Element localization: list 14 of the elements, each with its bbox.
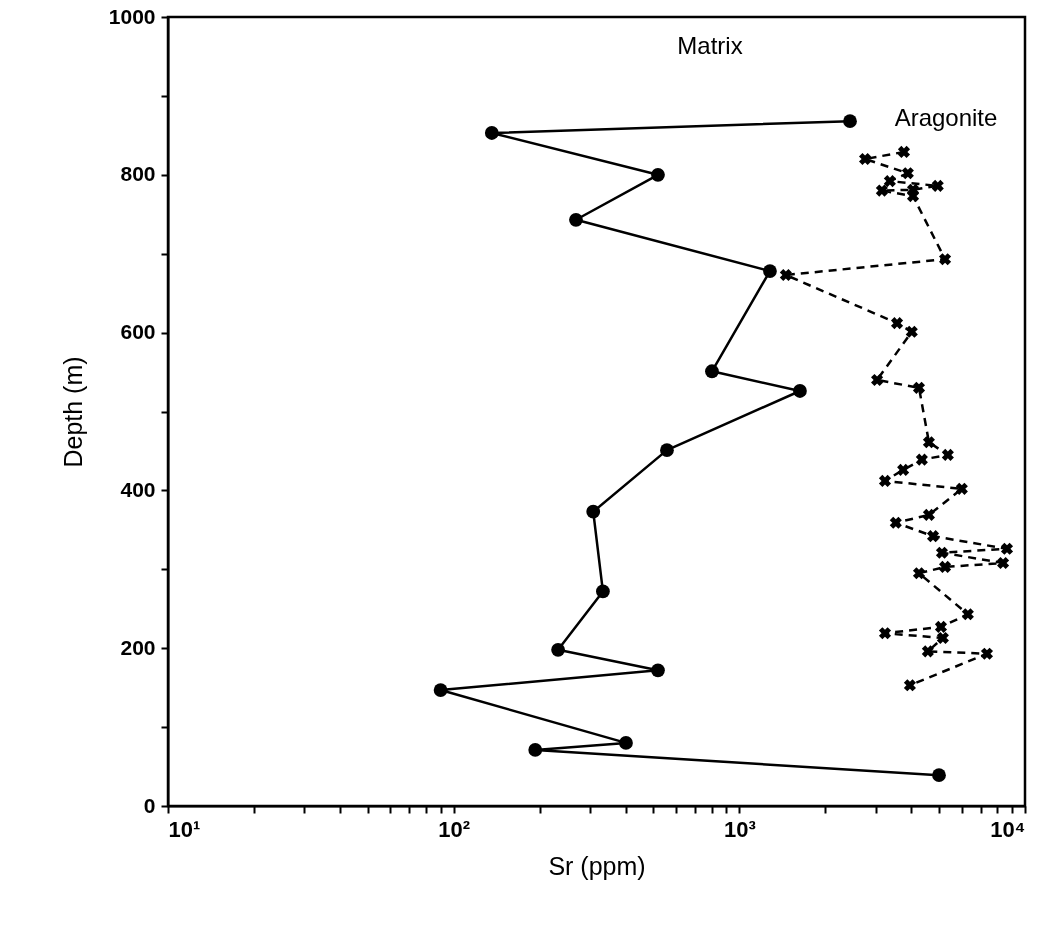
y-axis-title: Depth (m) bbox=[58, 356, 87, 468]
y-tick-label: 0 bbox=[143, 793, 156, 817]
x-tick-label: 10² bbox=[438, 816, 471, 842]
x-tick-label: 10³ bbox=[723, 816, 756, 842]
x-axis-title: Sr (ppm) bbox=[548, 851, 646, 880]
y-tick-label: 600 bbox=[120, 320, 156, 344]
x-tick-label: 10⁴ bbox=[990, 816, 1026, 842]
text: Matrix bbox=[677, 32, 743, 59]
y-tick-label: 400 bbox=[120, 477, 156, 501]
y-tick-label: 200 bbox=[120, 635, 156, 659]
y-tick-label: 1000 bbox=[108, 4, 156, 28]
y-tick-label: 800 bbox=[120, 162, 156, 186]
x-tick-label: 10¹ bbox=[168, 816, 201, 842]
series-label: Aragonite bbox=[894, 104, 998, 131]
